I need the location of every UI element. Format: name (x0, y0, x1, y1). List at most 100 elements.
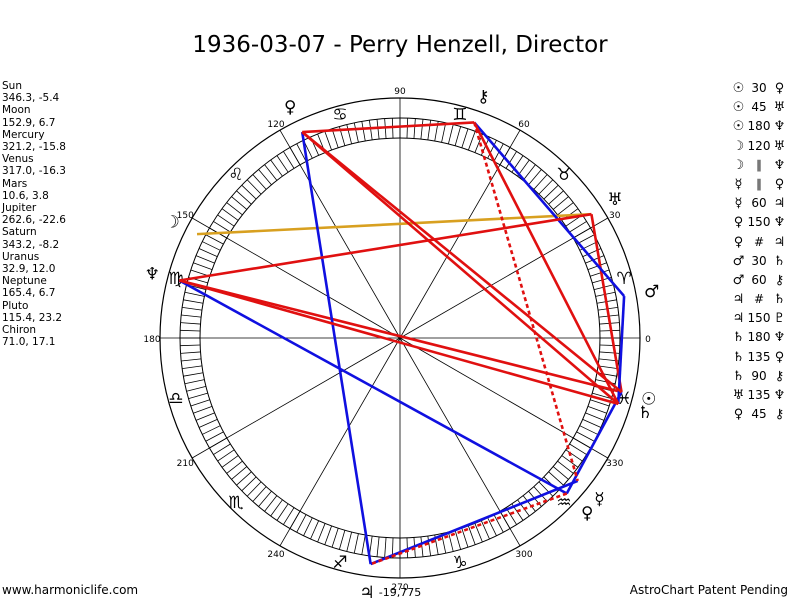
website-link[interactable]: www.harmoniclife.com (2, 583, 139, 597)
degree-tick (592, 392, 612, 400)
degree-tick (221, 455, 239, 468)
degree-tick (599, 351, 620, 354)
aspect-row: ♄ 135 ♀ (730, 348, 788, 367)
aspect-row: ♂ 30 ♄ (730, 252, 788, 271)
planet-positions-list: Sun 346.3, -5.4 Moon 152.9, 6.7 Mercury 321.2… (2, 80, 66, 348)
aspect-planet-glyph: ⚷ (774, 368, 785, 384)
position-name: Pluto (2, 299, 29, 312)
aspect-line (473, 121, 626, 297)
aspect-angle: ∥ (756, 176, 762, 191)
house-spoke (279, 129, 401, 339)
degree-tick (193, 406, 213, 414)
bottom-readout: -19,775 (379, 586, 421, 599)
degree-tick (236, 190, 252, 205)
virgo-sign-icon: ♍ (168, 269, 183, 289)
position-value: 343.2, -8.2 (2, 238, 60, 251)
degree-tick (264, 164, 278, 181)
degree-tick (353, 122, 359, 143)
degree-tick (538, 179, 554, 195)
position-name: Mars (2, 177, 28, 190)
aspect-planet-glyph: ♃ (732, 292, 745, 308)
position-name: Jupiter (2, 202, 37, 215)
sagittarius-sign-icon: ♐ (332, 553, 347, 573)
degree-tick (561, 455, 579, 468)
aspect-row: ♂ 60 ⚷ (730, 271, 788, 290)
house-spoke (399, 337, 609, 459)
aspect-planet-glyph: ♂ (732, 253, 745, 269)
aspect-planet-glyph: ☿ (734, 176, 743, 192)
aspect-planet-glyph: ☿ (734, 196, 743, 212)
aspect-planet-glyph: ⚷ (774, 272, 785, 288)
aspect-line (565, 391, 623, 495)
aspect-row: ☿ ∥ ♀ (730, 175, 788, 194)
aspect-planet-glyph: ♆ (773, 215, 786, 231)
degree-tick (576, 431, 595, 442)
position-value: 321.2, -15.8 (2, 141, 66, 154)
degree-tick (296, 514, 307, 533)
degree-tick (480, 520, 490, 540)
position-value: 152.9, 6.7 (2, 116, 56, 129)
degree-tick (202, 425, 221, 435)
degree-label: 210 (177, 459, 194, 469)
degree-tick (585, 412, 605, 421)
aspect-row: ♄ 180 ♆ (730, 328, 788, 347)
degree-tick (361, 121, 366, 142)
degree-tick (569, 443, 587, 455)
house-spoke (191, 337, 401, 459)
leo-sign-icon: ♌ (228, 165, 243, 185)
aspect-angle: 30 (751, 253, 767, 268)
scorpio-sign-icon: ♏ (228, 493, 243, 513)
degree-tick (590, 399, 610, 407)
aspect-planet-glyph: ♇ (773, 311, 786, 327)
degree-tick (590, 269, 610, 277)
aspect-angle: 60 (751, 272, 767, 287)
degree-tick (258, 490, 272, 507)
aspect-row: ☉ 45 ♅ (730, 98, 788, 117)
patent-notice: AstroChart Patent Pending (629, 583, 788, 597)
degree-tick (468, 131, 476, 151)
degree-tick (528, 169, 542, 186)
degree-tick (246, 481, 262, 497)
position-name: Neptune (2, 275, 47, 288)
aspect-line (616, 295, 626, 404)
aspect-planet-glyph: ♃ (732, 311, 745, 327)
degree-tick (231, 466, 248, 480)
venus-planet-icon: ♀ (581, 504, 593, 524)
degree-tick (447, 531, 454, 552)
aspect-planet-glyph: ♀ (774, 349, 785, 365)
position-name: Chiron (2, 324, 37, 337)
degree-tick (331, 128, 339, 148)
degree-tick (193, 262, 213, 270)
aquarius-sign-icon: ♒ (556, 493, 571, 513)
aspect-row: ♀ 150 ♆ (730, 213, 788, 232)
neptune-planet-icon: ♆ (145, 264, 160, 284)
degree-tick (270, 499, 283, 517)
aspect-row: ♅ 135 ♆ (730, 386, 788, 405)
aspect-line (300, 131, 372, 565)
aspect-line (302, 121, 475, 134)
aspect-angle: 135 (747, 388, 771, 402)
degree-tick (198, 248, 218, 258)
degree-label: 330 (606, 459, 623, 469)
aspect-row: ☽ ∥ ♆ (730, 156, 788, 175)
aspect-angle: 45 (751, 407, 767, 422)
aspect-angle: 60 (751, 196, 767, 211)
degree-tick (324, 525, 332, 545)
libra-sign-icon: ♎ (168, 389, 183, 409)
degree-tick (195, 255, 215, 264)
degree-tick (582, 418, 602, 428)
degree-tick (361, 534, 366, 555)
aspect-planet-glyph: ♆ (773, 330, 786, 346)
aspect-planet-glyph: ♂ (732, 272, 745, 288)
degree-tick (552, 196, 569, 210)
degree-label: 120 (267, 120, 284, 130)
aspect-planet-glyph: ☉ (732, 119, 745, 135)
position-name: Uranus (2, 250, 40, 263)
degree-tick (198, 418, 218, 428)
degree-tick (213, 221, 231, 233)
aspect-planet-glyph: ♃ (773, 234, 786, 250)
degree-tick (579, 425, 598, 435)
position-value: 10.6, 3.8 (2, 189, 49, 202)
aspect-planet-glyph: ♀ (774, 176, 785, 192)
degree-tick (522, 164, 536, 181)
